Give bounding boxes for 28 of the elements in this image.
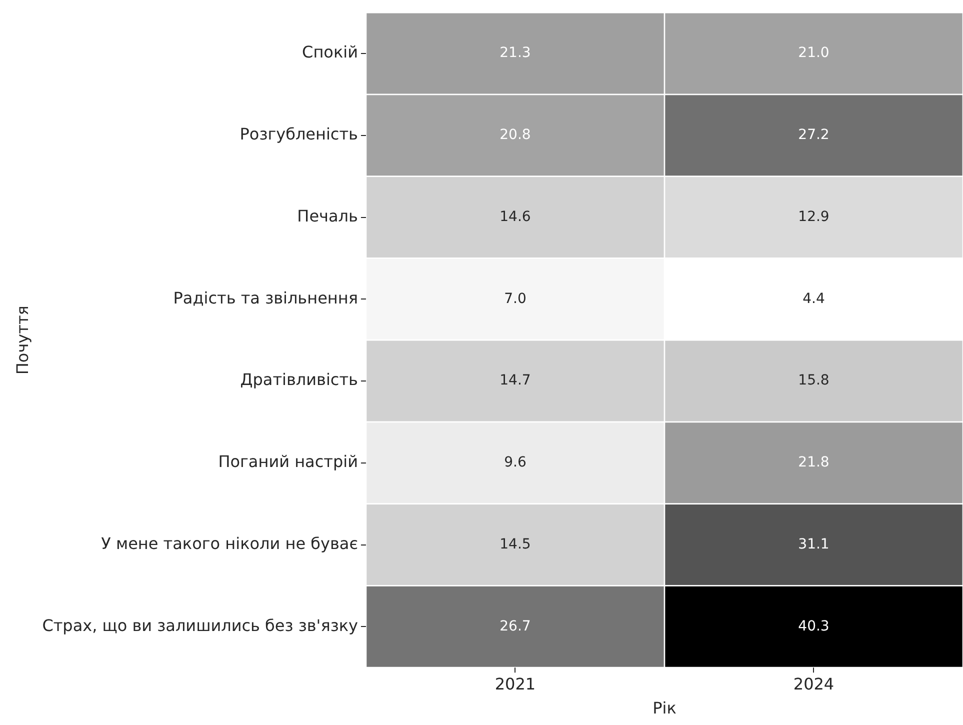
y-tick-label: Дратівливість xyxy=(240,370,358,390)
data-label: 14.6 xyxy=(500,208,531,225)
data-label: 40.3 xyxy=(798,618,830,634)
data-label: 14.7 xyxy=(500,372,531,389)
data-label: 21.0 xyxy=(798,45,830,62)
y-tick-label: Радість та звільнення xyxy=(173,288,358,308)
y-tick-label: У мене такого ніколи не буває xyxy=(101,534,358,553)
data-label: 9.6 xyxy=(504,454,526,471)
data-label: 7.0 xyxy=(504,290,526,307)
data-label: 12.9 xyxy=(798,208,830,225)
y-axis-title: Почуття xyxy=(12,306,32,375)
y-tick-label: Поганий настрій xyxy=(218,452,358,472)
data-label: 21.8 xyxy=(798,454,830,471)
x-tick-label: 2024 xyxy=(793,674,834,694)
y-tick-label: Спокій xyxy=(302,42,358,62)
data-label: 21.3 xyxy=(500,45,531,62)
x-tick-label: 2021 xyxy=(494,674,536,694)
data-label: 26.7 xyxy=(500,618,531,634)
y-tick-label: Страх, що ви залишились без зв'язку xyxy=(42,616,358,635)
data-label: 14.5 xyxy=(500,536,531,552)
data-label: 4.4 xyxy=(802,290,825,307)
data-label: 31.1 xyxy=(798,536,830,552)
data-label: 27.2 xyxy=(798,127,830,144)
y-tick-label: Розгубленість xyxy=(240,124,358,144)
data-label: 20.8 xyxy=(500,127,531,144)
data-label: 15.8 xyxy=(798,372,830,389)
x-axis-title: Рік xyxy=(652,698,677,718)
y-tick-label: Печаль xyxy=(297,206,358,226)
